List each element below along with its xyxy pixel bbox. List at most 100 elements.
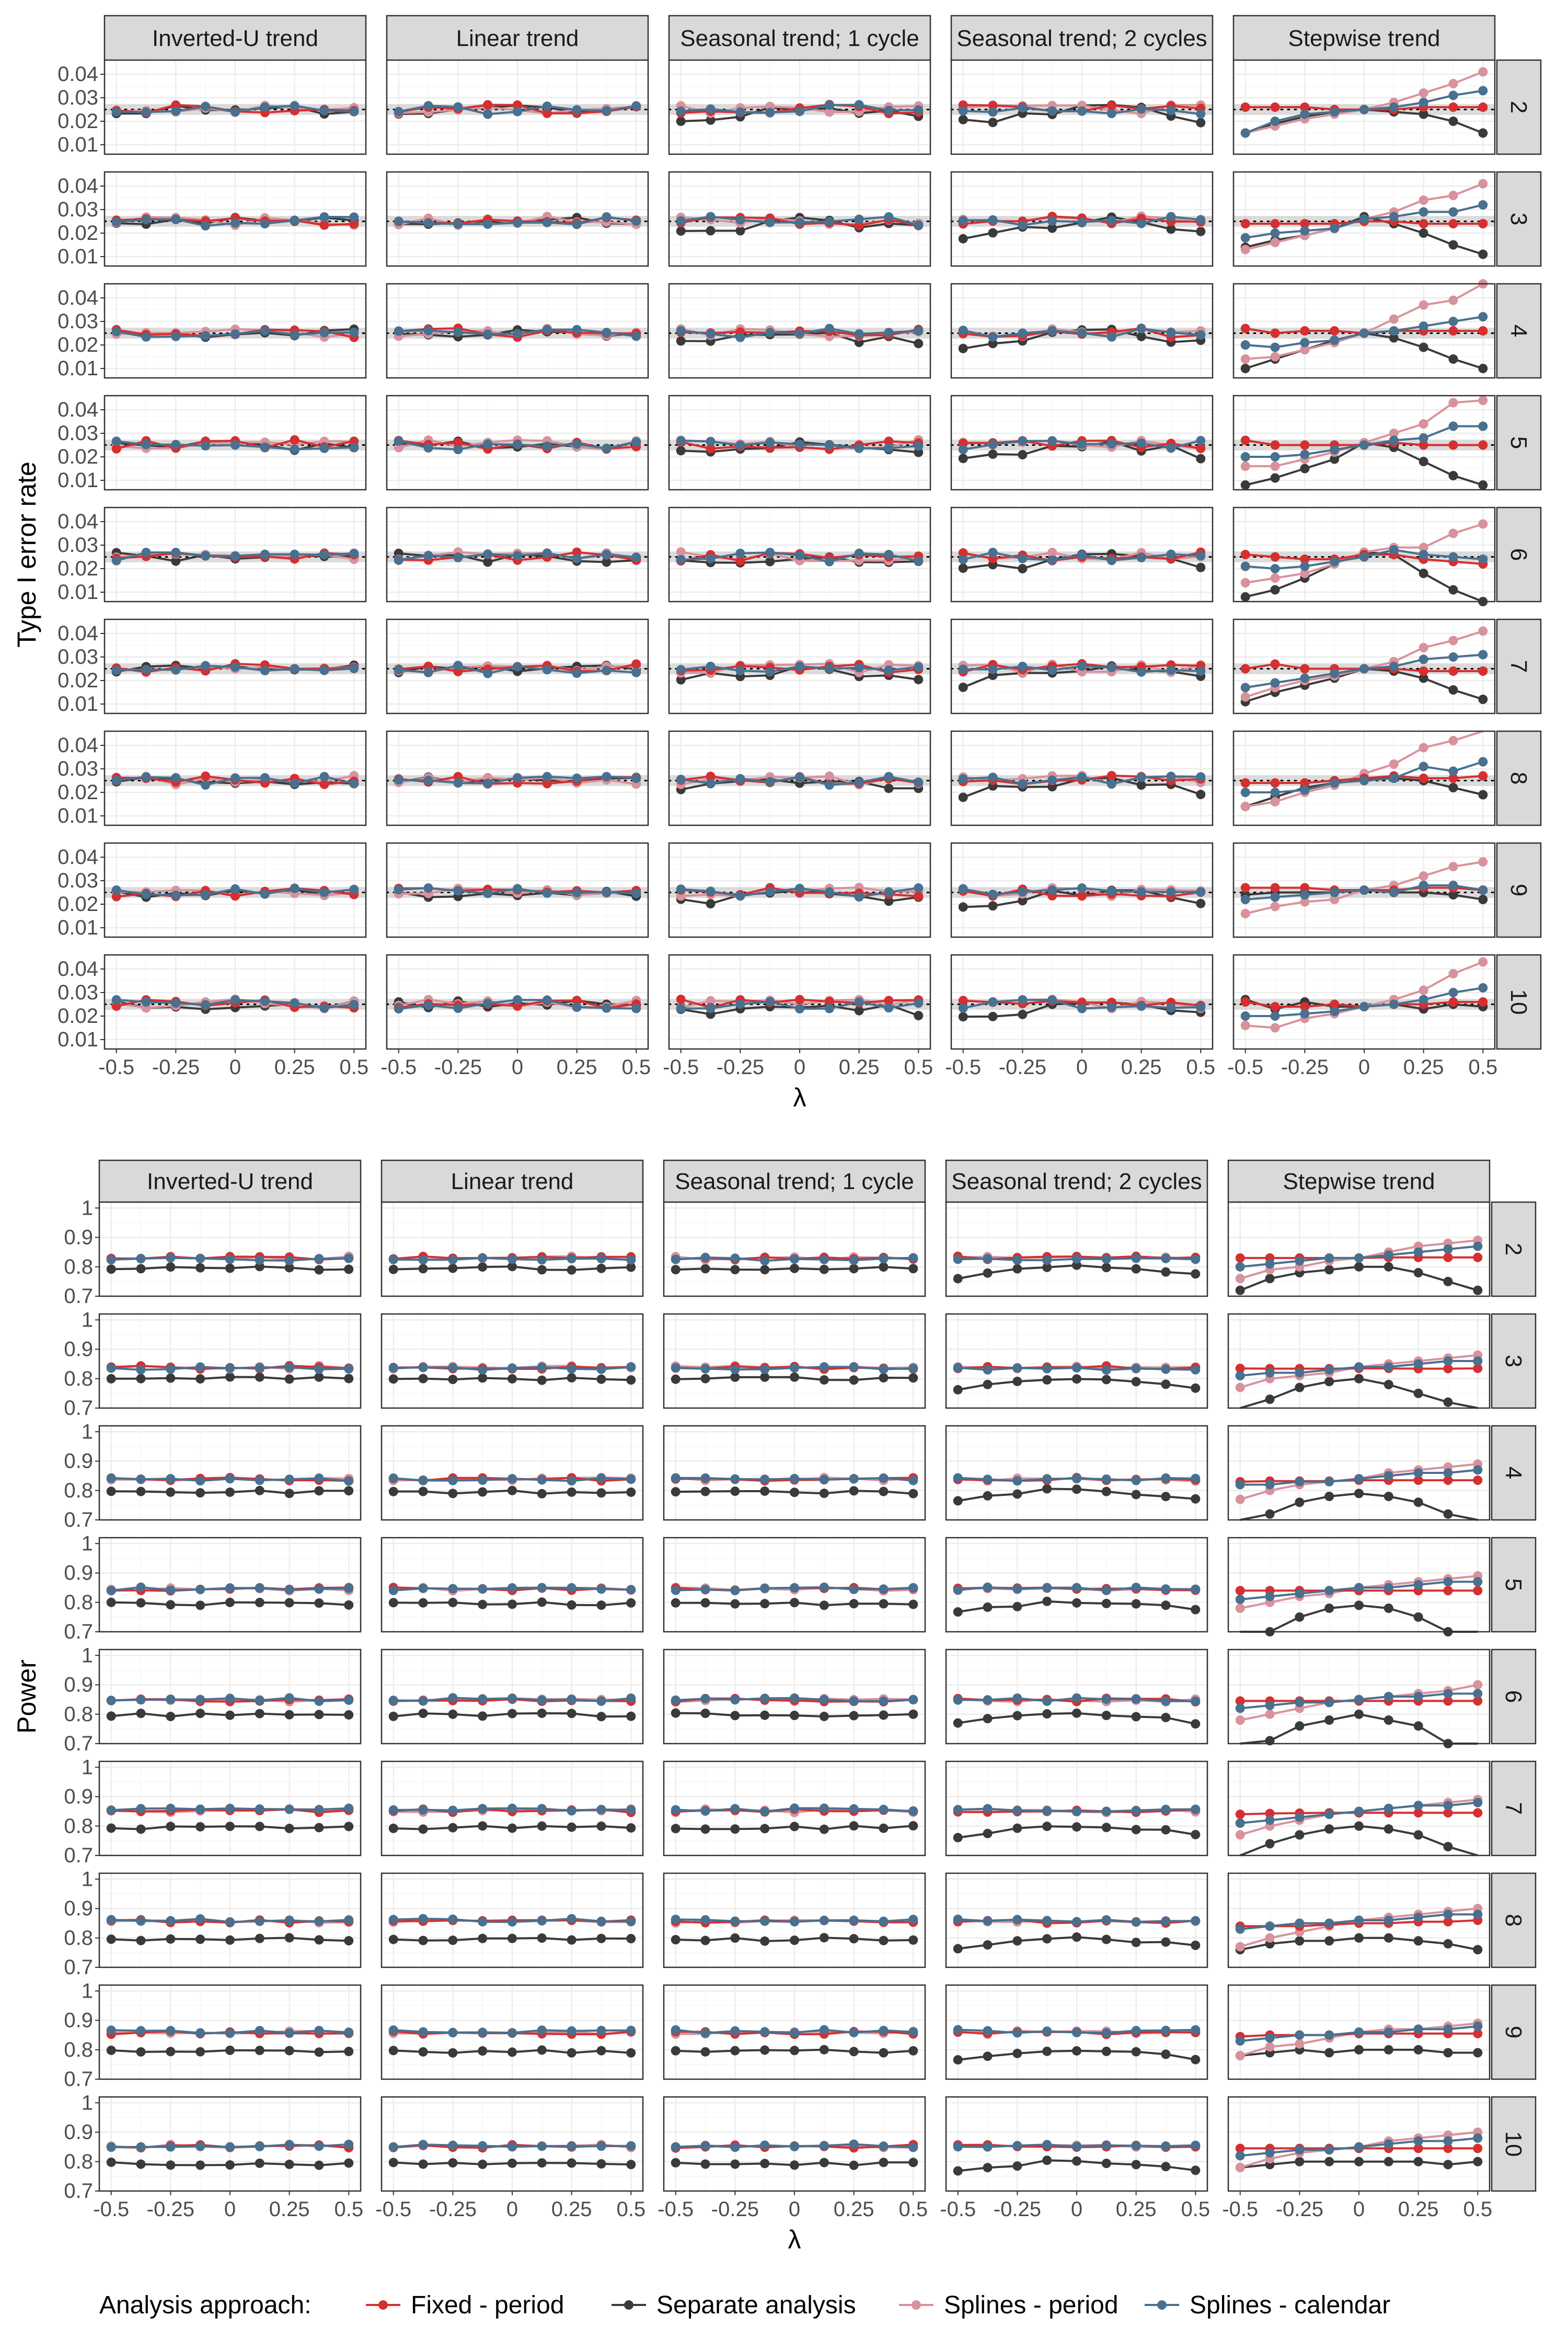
row-label-10: 10 (1506, 989, 1531, 1015)
data-point-sep (1166, 224, 1176, 234)
data-point-fixed (1473, 1586, 1483, 1596)
data-point-sep (1295, 1936, 1305, 1946)
data-point-splp (1235, 1604, 1245, 1613)
data-point-sep (314, 1710, 324, 1720)
data-point-fixed (1419, 440, 1428, 450)
data-point-splc (1018, 662, 1028, 671)
data-point-splc (1448, 90, 1458, 100)
data-point-sep (884, 896, 894, 906)
data-point-splc (136, 1254, 146, 1264)
data-point-sep (958, 902, 968, 912)
y-tick-label: 1 (82, 1308, 93, 1331)
data-point-splc (542, 548, 552, 558)
data-point-fixed (1330, 999, 1340, 1009)
data-point-splc (1270, 1011, 1280, 1021)
data-point-splc (171, 547, 181, 557)
y-tick-label: 0.8 (64, 1591, 93, 1614)
data-point-splc (765, 547, 775, 557)
data-point-splc (572, 668, 582, 678)
data-point-splc (349, 212, 359, 222)
data-point-splc (1330, 668, 1340, 678)
data-point-splp (1300, 897, 1310, 907)
data-point-fixed (1478, 326, 1488, 336)
data-point-splc (908, 1915, 918, 1924)
data-point-splc (542, 101, 552, 111)
data-point-splc (824, 887, 834, 897)
data-point-sep (1161, 1267, 1171, 1277)
data-point-splp (1389, 429, 1399, 438)
data-point-sep (1101, 1486, 1111, 1496)
panel-stepwise-trend-row-4 (1227, 1425, 1491, 1521)
data-point-sep (819, 1489, 829, 1498)
data-point-splc (958, 555, 968, 564)
data-point-sep (1383, 1715, 1393, 1725)
data-point-sep (1042, 1821, 1052, 1831)
data-point-splp (824, 771, 834, 781)
data-point-splc (453, 661, 463, 671)
data-point-splc (879, 1473, 889, 1483)
row-strip-4 (1496, 283, 1542, 379)
panel-seasonal-trend-2-cycles-row-6 (945, 1648, 1208, 1745)
data-point-fixed (1443, 1252, 1453, 1262)
data-point-splc (567, 1694, 577, 1704)
data-point-splc (418, 1475, 428, 1485)
data-point-splc (201, 441, 211, 451)
panel-linear-trend-row-5 (381, 1537, 644, 1633)
data-point-sep (136, 1264, 146, 1274)
y-tick-label: 0.04 (57, 510, 98, 533)
data-point-splc (730, 1695, 740, 1705)
data-point-sep (953, 1832, 963, 1842)
data-point-splc (1101, 1254, 1111, 1264)
data-point-splc (478, 1694, 488, 1704)
data-point-splc (1196, 215, 1206, 225)
panel-inverted-u-trend-row-6 (103, 506, 367, 603)
x-tick-label: -0.25 (1281, 1056, 1329, 1079)
data-point-splc (1047, 665, 1057, 675)
data-point-splc (824, 216, 834, 226)
data-point-splc (201, 661, 211, 671)
data-point-sep (676, 117, 686, 126)
panel-border (668, 730, 931, 826)
data-point-sep (106, 1711, 116, 1721)
data-point-splp (1478, 179, 1488, 189)
data-point-splc (988, 890, 998, 900)
data-point-splc (567, 1476, 577, 1486)
panel-border (663, 1425, 926, 1521)
data-point-splc (983, 1474, 993, 1484)
panel-border (386, 730, 649, 826)
data-point-splc (453, 219, 463, 229)
y-tick-label: 0.02 (57, 110, 98, 133)
data-point-sep (1448, 354, 1458, 364)
data-point-sep (567, 1709, 577, 1719)
data-point-splc (1042, 1806, 1052, 1816)
panel-border (945, 1313, 1208, 1409)
data-point-splc (344, 1695, 354, 1705)
data-point-splc (136, 1695, 146, 1705)
data-point-splc (1443, 1577, 1453, 1587)
data-point-splc (1166, 106, 1176, 116)
data-point-splc (760, 1583, 770, 1593)
data-point-splc (1295, 1256, 1305, 1266)
data-point-fixed (1473, 1696, 1483, 1706)
data-point-sep (537, 1489, 547, 1498)
data-point-splc (983, 1254, 993, 1264)
data-point-fixed (1240, 997, 1250, 1007)
data-point-splc (394, 436, 403, 446)
data-point-sep (508, 1374, 517, 1384)
data-point-sep (1383, 1492, 1393, 1501)
data-point-sep (700, 1486, 710, 1496)
data-point-splc (854, 663, 864, 673)
data-point-splc (319, 106, 329, 116)
data-point-sep (1265, 1509, 1275, 1519)
data-point-splc (1413, 1247, 1423, 1257)
panel-seasonal-trend-1-cycle-row-4 (663, 1425, 926, 1521)
panel-seasonal-trend-1-cycle-row-4 (668, 283, 931, 379)
data-point-sep (626, 1598, 636, 1608)
data-point-splc (423, 883, 433, 893)
data-point-splc (879, 1916, 889, 1926)
panel-linear-trend-row-4 (386, 283, 649, 379)
data-point-sep (1448, 471, 1458, 480)
data-point-splc (394, 1004, 403, 1014)
data-point-splc (1042, 1916, 1052, 1926)
data-point-splc (671, 1363, 681, 1373)
